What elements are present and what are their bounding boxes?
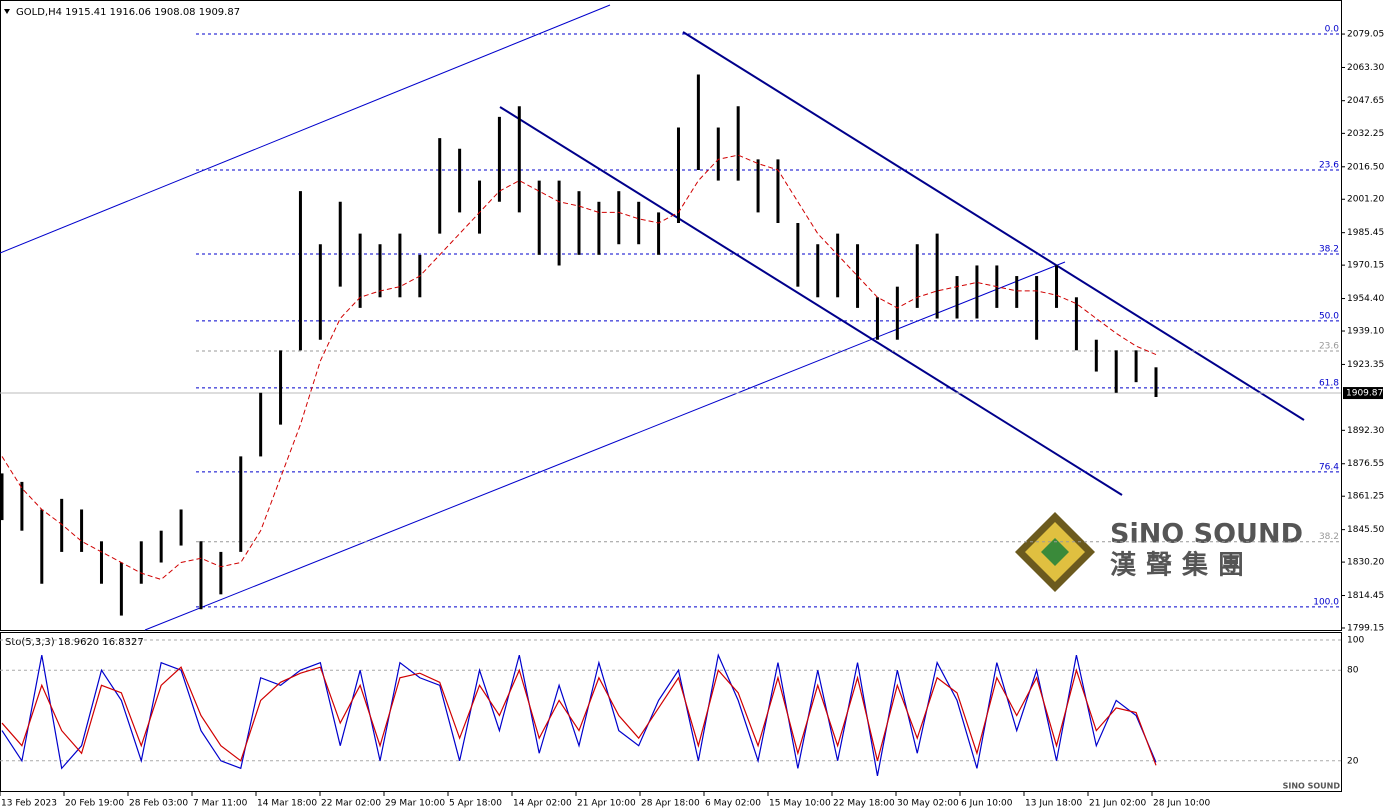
y-tick-label: 1861.25 (1347, 492, 1384, 502)
logo-text-cn: 漢聲集團 (1110, 550, 1254, 581)
stoch-line (1, 666, 1157, 766)
fib-label: 23.6 (1319, 341, 1339, 351)
x-tick-label: 13 Feb 2023 (1, 799, 57, 809)
y-tick-label: 1954.40 (1347, 294, 1384, 304)
y-tick-label: 20 (1347, 756, 1359, 766)
x-tick-label: 13 Jun 18:00 (1025, 799, 1082, 809)
x-tick-label: 22 Mar 02:00 (321, 799, 381, 809)
x-tick-label: 21 Jun 02:00 (1089, 799, 1146, 809)
y-tick-label: 1939.10 (1347, 327, 1384, 337)
main-pane (0, 0, 1342, 631)
x-tick-label: 20 Feb 19:00 (65, 799, 124, 809)
y-tick-label: 1830.20 (1347, 558, 1384, 568)
stoch-pane (0, 632, 1342, 792)
y-tick-label: 1799.15 (1347, 623, 1384, 633)
x-tick-label: 7 Mar 11:00 (193, 799, 248, 809)
logo-text: SiNO SOUND (1110, 519, 1303, 550)
y-tick-label: 80 (1347, 666, 1359, 676)
y-tick-label: 1892.30 (1347, 426, 1384, 436)
fib-label: 38.2 (1319, 532, 1339, 542)
channel-line (0, 4, 611, 254)
x-tick-label: 28 Apr 18:00 (641, 799, 700, 809)
x-tick-label: 28 Jun 10:00 (1153, 799, 1210, 809)
channel-line (682, 31, 1305, 421)
y-tick-label: 2063.30 (1347, 63, 1384, 73)
logo-diamond (1041, 538, 1069, 566)
x-tick-label: 6 May 02:00 (705, 799, 761, 809)
fib-label: 61.8 (1319, 378, 1339, 388)
last-price-label: 1909.87 (1346, 389, 1383, 399)
x-tick-label: 14 Apr 02:00 (513, 799, 572, 809)
x-tick-label: 6 Jun 10:00 (961, 799, 1013, 809)
y-tick-label: 2016.50 (1347, 162, 1384, 172)
y-tick-label: 2032.25 (1347, 129, 1384, 139)
fib-label: 23.6 (1319, 160, 1339, 170)
x-tick-label: 28 Feb 03:00 (129, 799, 188, 809)
y-tick-label: 1985.45 (1347, 228, 1384, 238)
y-tick-label: 100 (1347, 636, 1364, 646)
y-tick-label: 2079.05 (1347, 30, 1384, 40)
y-tick-label: 1876.55 (1347, 459, 1384, 469)
y-tick-label: 1814.45 (1347, 591, 1384, 601)
x-tick-label: 5 Apr 18:00 (449, 799, 502, 809)
stoch-line (1, 653, 1157, 777)
corner-logo: SINO SOUND (1283, 782, 1341, 791)
y-tick-label: 2047.65 (1347, 96, 1384, 106)
stoch-title: Sto(5,3,3) 18.9620 16.8327 (5, 637, 144, 648)
fib-label: 38.2 (1319, 244, 1339, 254)
fib-label: 76.4 (1319, 462, 1339, 472)
channel-line (499, 106, 1123, 496)
x-tick-label: 14 Mar 18:00 (257, 799, 317, 809)
logo: SiNO SOUND 漢聲集團 SINO SOUND (1015, 512, 1340, 791)
x-tick-label: 21 Apr 10:00 (577, 799, 636, 809)
x-tick-label: 30 May 02:00 (897, 799, 959, 809)
x-tick-label: 15 May 10:00 (769, 799, 831, 809)
fib-label: 50.0 (1319, 311, 1339, 321)
moving-average (1, 154, 1157, 581)
channel-line (144, 261, 1066, 631)
fib-label: 0.0 (1325, 25, 1340, 35)
fib-label: 100.0 (1313, 597, 1339, 607)
chart-title: GOLD,H4 1915.41 1916.06 1908.08 1909.87 (16, 7, 240, 18)
y-tick-label: 2001.20 (1347, 195, 1384, 205)
y-tick-label: 1923.35 (1347, 360, 1384, 370)
y-tick-label: 1845.50 (1347, 525, 1384, 535)
last-price-box (1343, 387, 1383, 400)
title-arrow (4, 9, 10, 14)
trendlines (0, 4, 1305, 631)
x-tick-label: 22 May 18:00 (833, 799, 895, 809)
x-tick-label: 29 Mar 10:00 (385, 799, 445, 809)
y-tick-label: 1970.15 (1347, 261, 1384, 271)
